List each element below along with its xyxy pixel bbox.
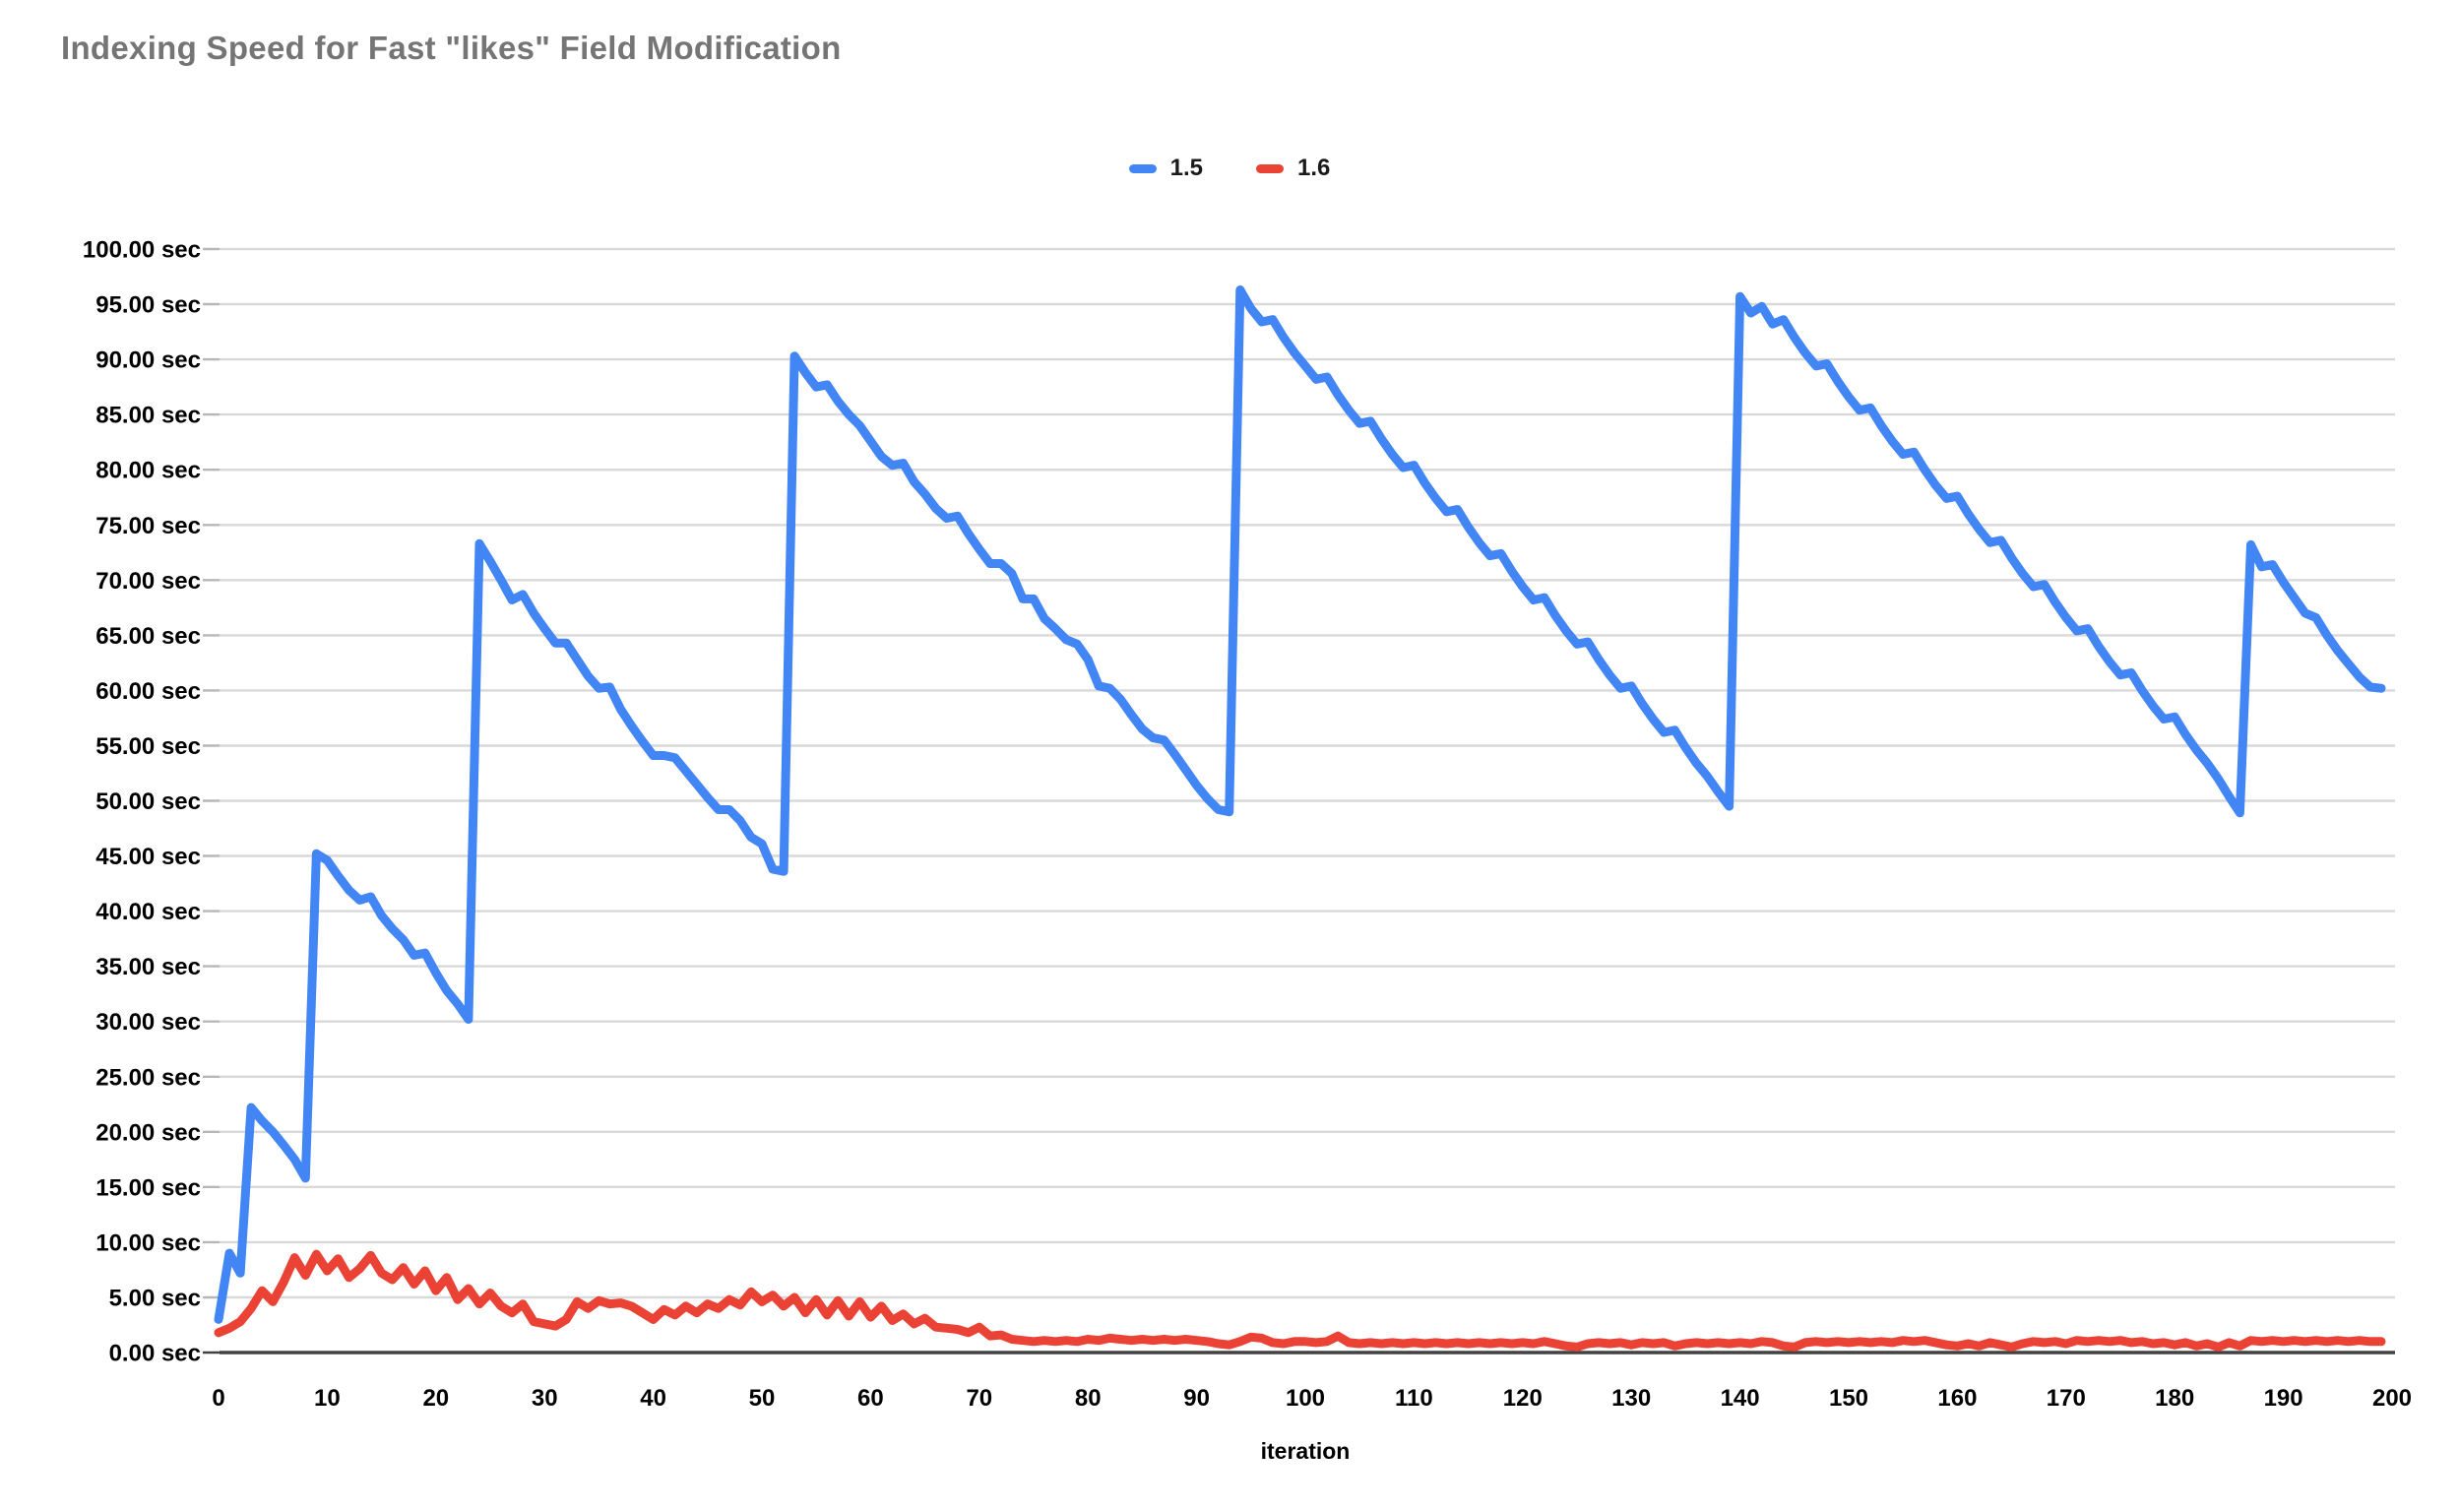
- legend-label-1-6: 1.6: [1297, 155, 1331, 181]
- y-tick-label: 60.00 sec: [95, 678, 201, 705]
- legend-item-1-6: 1.6: [1256, 155, 1330, 182]
- legend: 1.5 1.6: [0, 155, 2459, 182]
- x-tick-label: 130: [1611, 1385, 1651, 1412]
- chart-title: Indexing Speed for Fast "likes" Field Mo…: [61, 30, 842, 66]
- x-tick-label: 150: [1829, 1385, 1868, 1412]
- y-tick-label: 50.00 sec: [95, 788, 201, 815]
- x-tick-label: 160: [1937, 1385, 1977, 1412]
- x-tick-label: 170: [2047, 1385, 2086, 1412]
- x-tick-label: 80: [1075, 1385, 1102, 1412]
- legend-swatch-1-5: [1128, 163, 1157, 173]
- x-tick-label: 110: [1395, 1385, 1433, 1412]
- x-tick-label: 90: [1183, 1385, 1210, 1412]
- x-tick-label: 180: [2155, 1385, 2194, 1412]
- x-tick-label: 30: [532, 1385, 558, 1412]
- y-tick-label: 80.00 sec: [95, 458, 201, 484]
- x-tick-label: 0: [212, 1385, 224, 1412]
- y-tick-label: 5.00 sec: [109, 1286, 201, 1312]
- x-tick-label: 60: [857, 1385, 884, 1412]
- y-tick-label: 100.00 sec: [83, 237, 201, 264]
- y-tick-label: 75.00 sec: [95, 513, 201, 539]
- x-tick-label: 200: [2372, 1385, 2412, 1412]
- legend-item-1-5: 1.5: [1128, 155, 1203, 182]
- y-tick-label: 25.00 sec: [95, 1064, 201, 1091]
- y-tick-label: 70.00 sec: [95, 568, 201, 595]
- x-tick-label: 100: [1286, 1385, 1325, 1412]
- x-tick-label: 20: [422, 1385, 449, 1412]
- y-tick-label: 20.00 sec: [95, 1119, 201, 1146]
- y-tick-label: 10.00 sec: [95, 1229, 201, 1256]
- x-tick-label: 50: [749, 1385, 776, 1412]
- x-tick-label: 190: [2264, 1385, 2303, 1412]
- y-tick-label: 55.00 sec: [95, 733, 201, 760]
- y-tick-label: 15.00 sec: [95, 1174, 201, 1201]
- y-tick-label: 90.00 sec: [95, 347, 201, 374]
- legend-label-1-5: 1.5: [1169, 155, 1203, 181]
- y-tick-label: 85.00 sec: [95, 403, 201, 429]
- x-tick-label: 120: [1503, 1385, 1543, 1412]
- legend-swatch-1-6: [1256, 163, 1284, 173]
- y-tick-label: 0.00 sec: [109, 1341, 201, 1367]
- x-tick-label: 10: [314, 1385, 341, 1412]
- series-line-1-5: [214, 285, 2386, 1324]
- y-tick-label: 65.00 sec: [95, 623, 201, 650]
- y-tick-label: 95.00 sec: [95, 292, 201, 319]
- x-tick-label: 70: [966, 1385, 992, 1412]
- series-line-1-6: [214, 1249, 2386, 1352]
- y-tick-label: 35.00 sec: [95, 954, 201, 980]
- x-axis-title: iteration: [1261, 1438, 1351, 1464]
- y-tick-label: 30.00 sec: [95, 1009, 201, 1036]
- x-tick-label: 140: [1721, 1385, 1760, 1412]
- x-tick-label: 40: [640, 1385, 666, 1412]
- y-tick-label: 45.00 sec: [95, 844, 201, 870]
- y-tick-label: 40.00 sec: [95, 899, 201, 925]
